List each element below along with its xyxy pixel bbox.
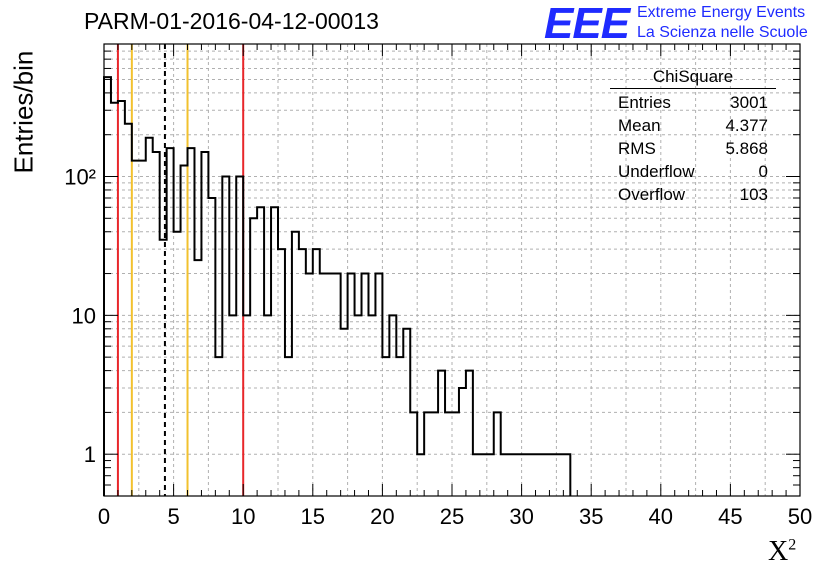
- histogram-bin: [118, 101, 125, 496]
- x-tick-label: 0: [98, 504, 110, 529]
- x-tick-label: 10: [231, 504, 255, 529]
- histogram-bin: [313, 249, 320, 496]
- stats-label: Underflow: [618, 162, 695, 181]
- histogram-bin: [563, 454, 570, 496]
- histogram-bin: [327, 274, 334, 496]
- x-tick-label: 25: [440, 504, 464, 529]
- x-tick-label: 20: [370, 504, 394, 529]
- histogram-bin: [299, 249, 306, 496]
- stats-label: RMS: [618, 139, 656, 158]
- histogram-bin: [417, 454, 424, 496]
- logo-line-1: Extreme Energy Events: [637, 4, 806, 21]
- y-tick-label: 1: [84, 442, 96, 467]
- histogram-bin: [257, 207, 264, 496]
- histogram-bin: [208, 198, 215, 496]
- x-tick-label: 35: [579, 504, 603, 529]
- histogram-bin: [174, 232, 181, 496]
- histogram-outline: [103, 76, 572, 496]
- x-tick-label: 45: [718, 504, 742, 529]
- histogram-bin: [278, 249, 285, 496]
- histogram-bin: [549, 454, 556, 496]
- stats-row-entries: Entries 3001: [610, 91, 776, 114]
- histogram-bin: [201, 152, 208, 496]
- stats-row-mean: Mean 4.377: [610, 114, 776, 137]
- histogram-bin: [480, 454, 487, 496]
- histogram-bin: [375, 274, 382, 496]
- histogram-bin: [264, 315, 271, 496]
- x-tick-label: 5: [167, 504, 179, 529]
- histogram-bin: [487, 454, 494, 496]
- y-tick-label: 10²: [64, 164, 96, 189]
- stats-row-underflow: Underflow 0: [610, 160, 776, 183]
- histogram-bin: [459, 388, 466, 496]
- histogram-bin: [334, 274, 341, 496]
- histogram-bin: [522, 454, 529, 496]
- histogram-bin: [146, 138, 153, 496]
- histogram-bin: [111, 103, 118, 496]
- histogram-bin: [501, 454, 508, 496]
- histogram-bin: [243, 315, 250, 496]
- histogram-bin: [536, 454, 543, 496]
- stats-box: ChiSquare Entries 3001 Mean 4.377 RMS 5.868…: [610, 67, 776, 206]
- stats-value: 5.868: [725, 139, 768, 158]
- histogram-bin: [222, 176, 229, 496]
- logo-text: Extreme Energy Events La Scienza nelle S…: [637, 3, 808, 43]
- histogram-bin: [153, 152, 160, 496]
- stats-title: ChiSquare: [610, 67, 776, 89]
- histogram-bin: [104, 77, 111, 496]
- logo-line-2: La Scienza nelle Scuole: [637, 24, 808, 41]
- x-tick-label: 15: [301, 504, 325, 529]
- stats-label: Mean: [618, 116, 661, 135]
- stats-value: 0: [758, 162, 768, 181]
- histogram-bin: [194, 260, 201, 496]
- stats-value: 4.377: [725, 116, 768, 135]
- histogram-bin: [382, 357, 389, 496]
- stats-value: 103: [739, 185, 768, 204]
- stats-label: Entries: [618, 93, 671, 112]
- histogram-bin: [389, 315, 396, 496]
- x-axis-label: X2: [768, 536, 797, 567]
- stats-row-overflow: Overflow 103: [610, 183, 776, 206]
- histogram-bin: [229, 315, 236, 496]
- histogram-bin: [529, 454, 536, 496]
- histogram-bin: [438, 371, 445, 496]
- histogram-bin: [362, 274, 369, 496]
- histogram-bin: [466, 371, 473, 496]
- histogram-bin: [285, 357, 292, 496]
- stats-label: Overflow: [618, 185, 686, 204]
- histogram-bin: [556, 454, 563, 496]
- y-tick-label: 10: [72, 303, 96, 328]
- histogram-bin: [320, 274, 327, 496]
- histogram-bin: [368, 315, 375, 496]
- x-tick-label: 50: [788, 504, 812, 529]
- histogram-bin: [125, 124, 132, 496]
- histogram-bin: [306, 274, 313, 496]
- chart-title: PARM-01-2016-04-12-00013: [84, 8, 379, 34]
- eee-logo: EEE: [544, 0, 630, 48]
- histogram-bin: [542, 454, 549, 496]
- histogram-bin: [473, 454, 480, 496]
- histogram-bin: [292, 232, 299, 496]
- histogram-bin: [181, 166, 188, 496]
- histogram-bin: [236, 176, 243, 496]
- x-tick-label: 40: [649, 504, 673, 529]
- x-tick-label: 30: [509, 504, 533, 529]
- histogram-bin: [515, 454, 522, 496]
- stats-row-rms: RMS 5.868: [610, 137, 776, 160]
- histogram-bin: [215, 357, 222, 496]
- stats-value: 3001: [730, 93, 768, 112]
- histogram-bin: [355, 315, 362, 496]
- histogram-bin: [396, 357, 403, 496]
- histogram-bin: [348, 274, 355, 496]
- histogram-bin: [271, 207, 278, 496]
- histogram-bin: [508, 454, 515, 496]
